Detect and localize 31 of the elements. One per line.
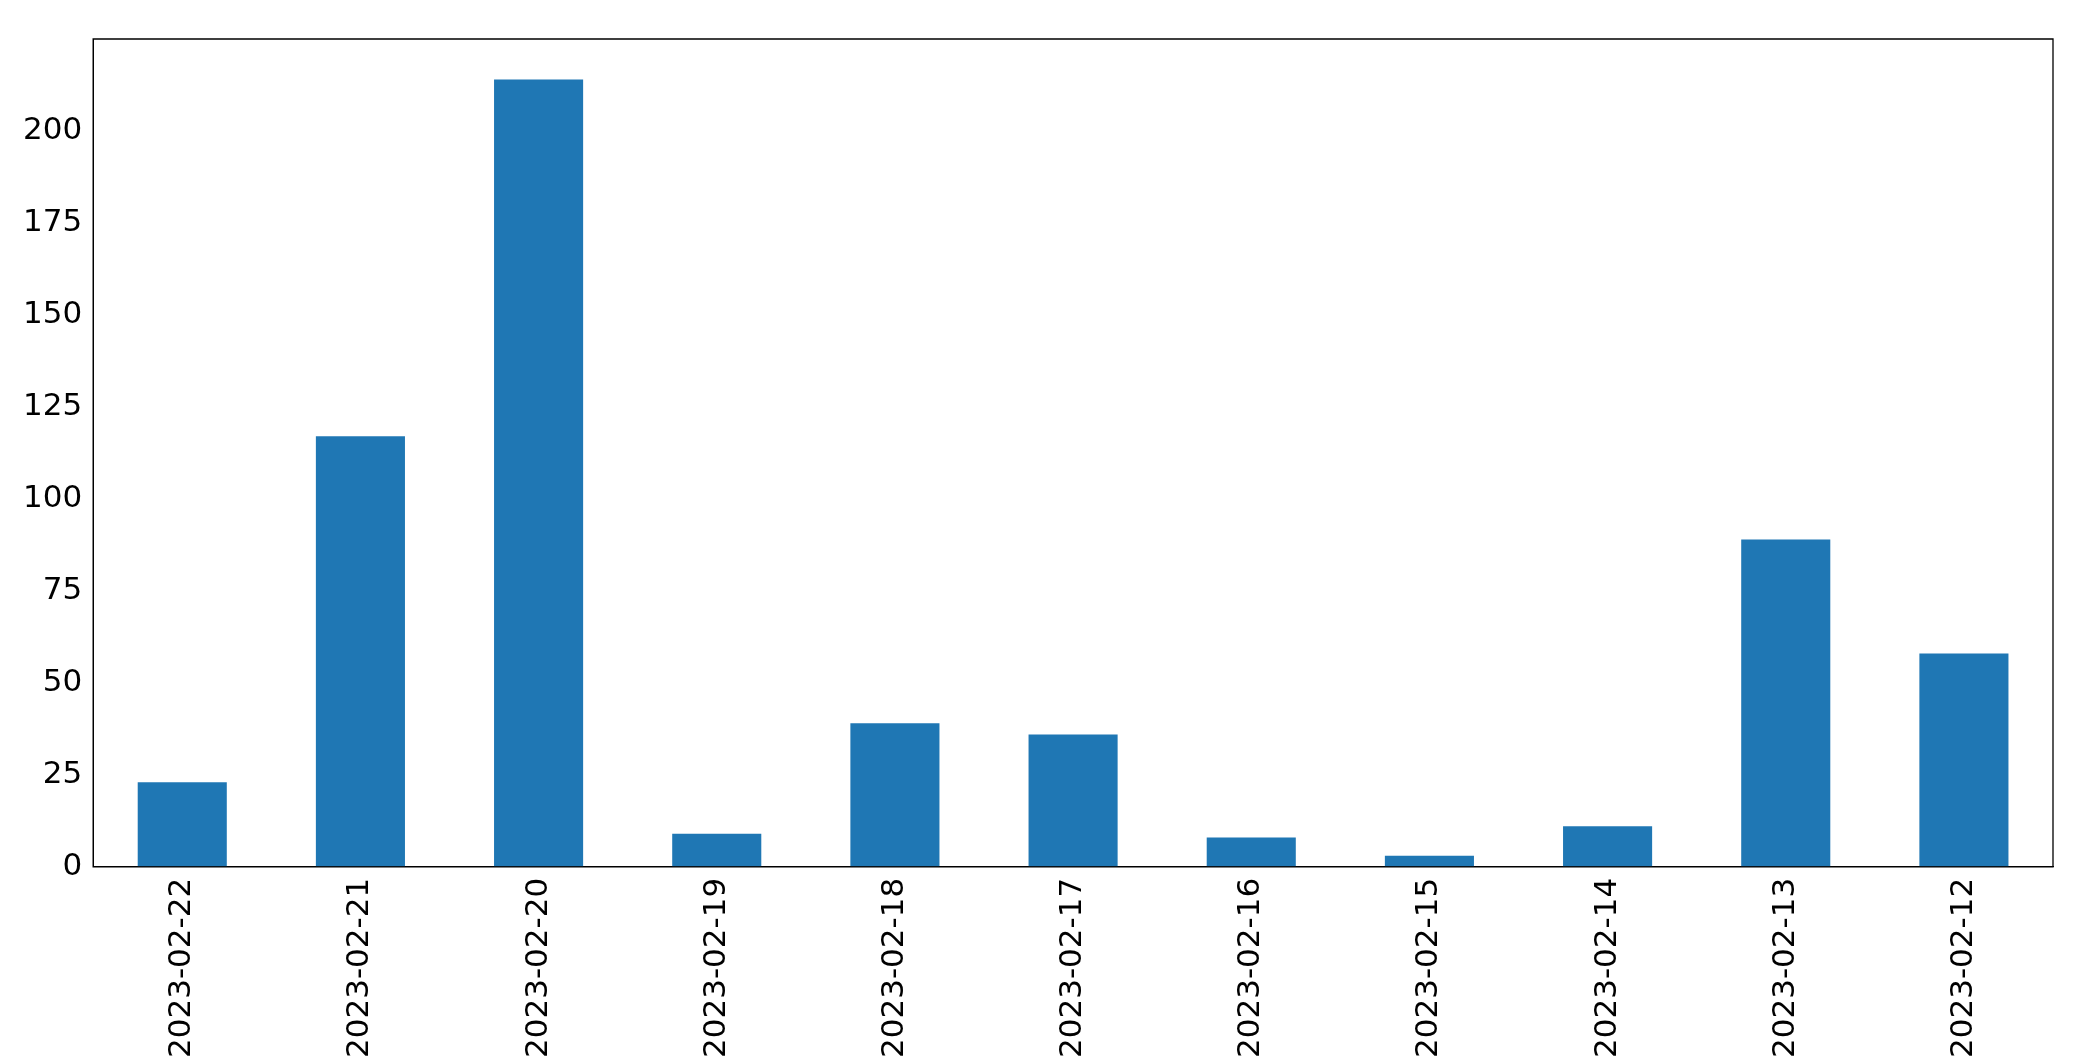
y-tick-label: 150 (23, 293, 83, 330)
x-tick-label: 2023-02-14 (1586, 877, 1623, 1059)
bar (1563, 826, 1653, 867)
bar (1741, 539, 1831, 867)
bar (1028, 734, 1118, 867)
bar (850, 723, 940, 867)
x-tick-label: 2023-02-19 (695, 877, 732, 1059)
bar (137, 782, 227, 867)
x-tick-label: 2023-02-18 (873, 877, 910, 1059)
y-tick-label: 25 (42, 753, 83, 790)
y-tick-label: 75 (42, 569, 83, 606)
x-tick-label: 2023-02-21 (339, 877, 376, 1059)
x-tick-label: 2023-02-17 (1052, 877, 1089, 1059)
x-tick-label: 2023-02-15 (1408, 877, 1445, 1059)
x-tick-label: 2023-02-12 (1942, 877, 1979, 1059)
bar (1206, 837, 1296, 867)
x-tick-label: 2023-02-20 (517, 877, 554, 1059)
bar (315, 436, 405, 867)
bar (494, 79, 584, 867)
y-tick-label: 200 (23, 110, 83, 147)
y-tick-label: 0 (62, 845, 83, 882)
y-tick-label: 175 (23, 202, 83, 239)
x-tick-label: 2023-02-13 (1764, 877, 1801, 1059)
bar (672, 833, 762, 867)
y-tick-label: 125 (23, 385, 83, 422)
x-tick-label: 2023-02-16 (1230, 877, 1267, 1059)
y-tick-label: 100 (23, 477, 83, 514)
bar (1919, 653, 2009, 867)
bar (1384, 855, 1474, 867)
x-tick-label: 2023-02-22 (161, 877, 198, 1059)
y-tick-label: 50 (42, 661, 83, 698)
